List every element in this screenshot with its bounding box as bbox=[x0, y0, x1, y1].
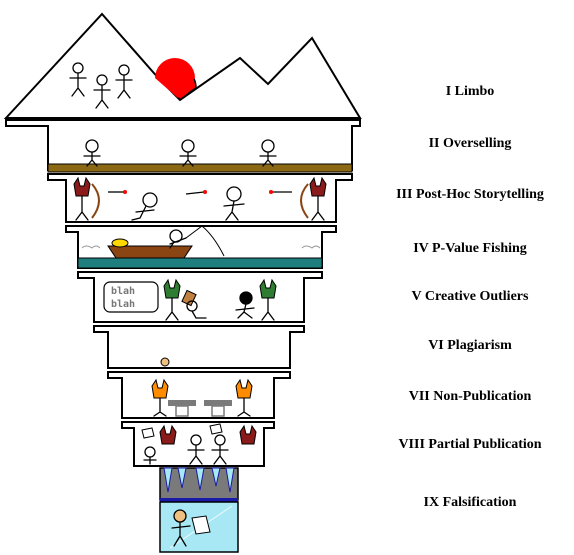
figure bbox=[143, 446, 157, 465]
water bbox=[77, 257, 323, 269]
tiny-figure bbox=[160, 357, 170, 367]
label-plagiarism: VI Plagiarism bbox=[428, 338, 512, 353]
bow-icon bbox=[300, 183, 309, 219]
label-partial-publication: VIII Partial Publication bbox=[398, 437, 542, 452]
label-p-value-fishing: IV P-Value Fishing bbox=[413, 241, 527, 256]
circle-post-hoc-storytelling bbox=[47, 173, 353, 223]
demon-icon bbox=[309, 176, 327, 221]
fishing-rod-icon bbox=[185, 225, 225, 257]
figure bbox=[186, 300, 207, 319]
coffin-icon bbox=[168, 400, 196, 417]
label-falsification: IX Falsification bbox=[423, 495, 517, 510]
bubble-line-2: blah bbox=[111, 299, 135, 310]
paper-icon bbox=[141, 427, 155, 439]
limbo-figure-2 bbox=[93, 74, 111, 109]
demon-icon bbox=[73, 176, 91, 221]
demon-icon bbox=[159, 424, 177, 445]
frozen-figure bbox=[171, 509, 191, 547]
label-creative-outliers: V Creative Outliers bbox=[411, 289, 529, 304]
label-overselling: II Overselling bbox=[428, 136, 512, 151]
demon-icon bbox=[163, 278, 181, 321]
circle-partial-publication bbox=[121, 421, 275, 467]
paper-icon bbox=[209, 423, 223, 435]
mountain-icon bbox=[3, 12, 362, 119]
icicle-icon bbox=[163, 467, 235, 493]
demon-icon bbox=[259, 278, 277, 321]
figure bbox=[187, 434, 205, 465]
bow-icon bbox=[91, 183, 100, 219]
figure bbox=[169, 229, 187, 249]
coffin-icon bbox=[204, 400, 232, 417]
figure bbox=[259, 139, 277, 167]
circle-overselling bbox=[5, 119, 361, 173]
ground-strip bbox=[47, 163, 353, 173]
label-non-publication: VII Non-Publication bbox=[408, 389, 532, 404]
arrow-icon bbox=[108, 190, 127, 194]
demon-icon bbox=[239, 424, 257, 445]
label-post-hoc-storytelling: III Post-Hoc Storytelling bbox=[396, 187, 544, 202]
bubble-line-1: blah bbox=[111, 286, 135, 297]
circle-falsification bbox=[159, 467, 239, 553]
speech-bubble-icon: blah blah bbox=[103, 281, 159, 313]
figure bbox=[211, 434, 229, 465]
sun-visible bbox=[155, 58, 195, 98]
limbo-figure-1 bbox=[69, 62, 87, 97]
boat-icon bbox=[107, 245, 193, 259]
circle-non-publication bbox=[107, 371, 291, 419]
circle-creative-outliers: blah blah bbox=[77, 271, 323, 323]
limbo-figure-3 bbox=[115, 64, 133, 99]
figure bbox=[131, 192, 158, 221]
circle-limbo bbox=[3, 12, 362, 119]
label-limbo: I Limbo bbox=[445, 84, 495, 99]
arrow-icon bbox=[185, 190, 207, 195]
figure bbox=[235, 291, 255, 319]
paper-icon bbox=[191, 515, 211, 535]
arrow-icon bbox=[269, 190, 292, 194]
circle-plagiarism bbox=[93, 325, 305, 369]
demon-icon bbox=[235, 378, 253, 417]
circle-p-value-fishing bbox=[65, 225, 337, 269]
figure bbox=[179, 139, 197, 167]
figure bbox=[223, 186, 245, 221]
figure bbox=[83, 139, 101, 167]
demon-icon bbox=[151, 378, 169, 417]
